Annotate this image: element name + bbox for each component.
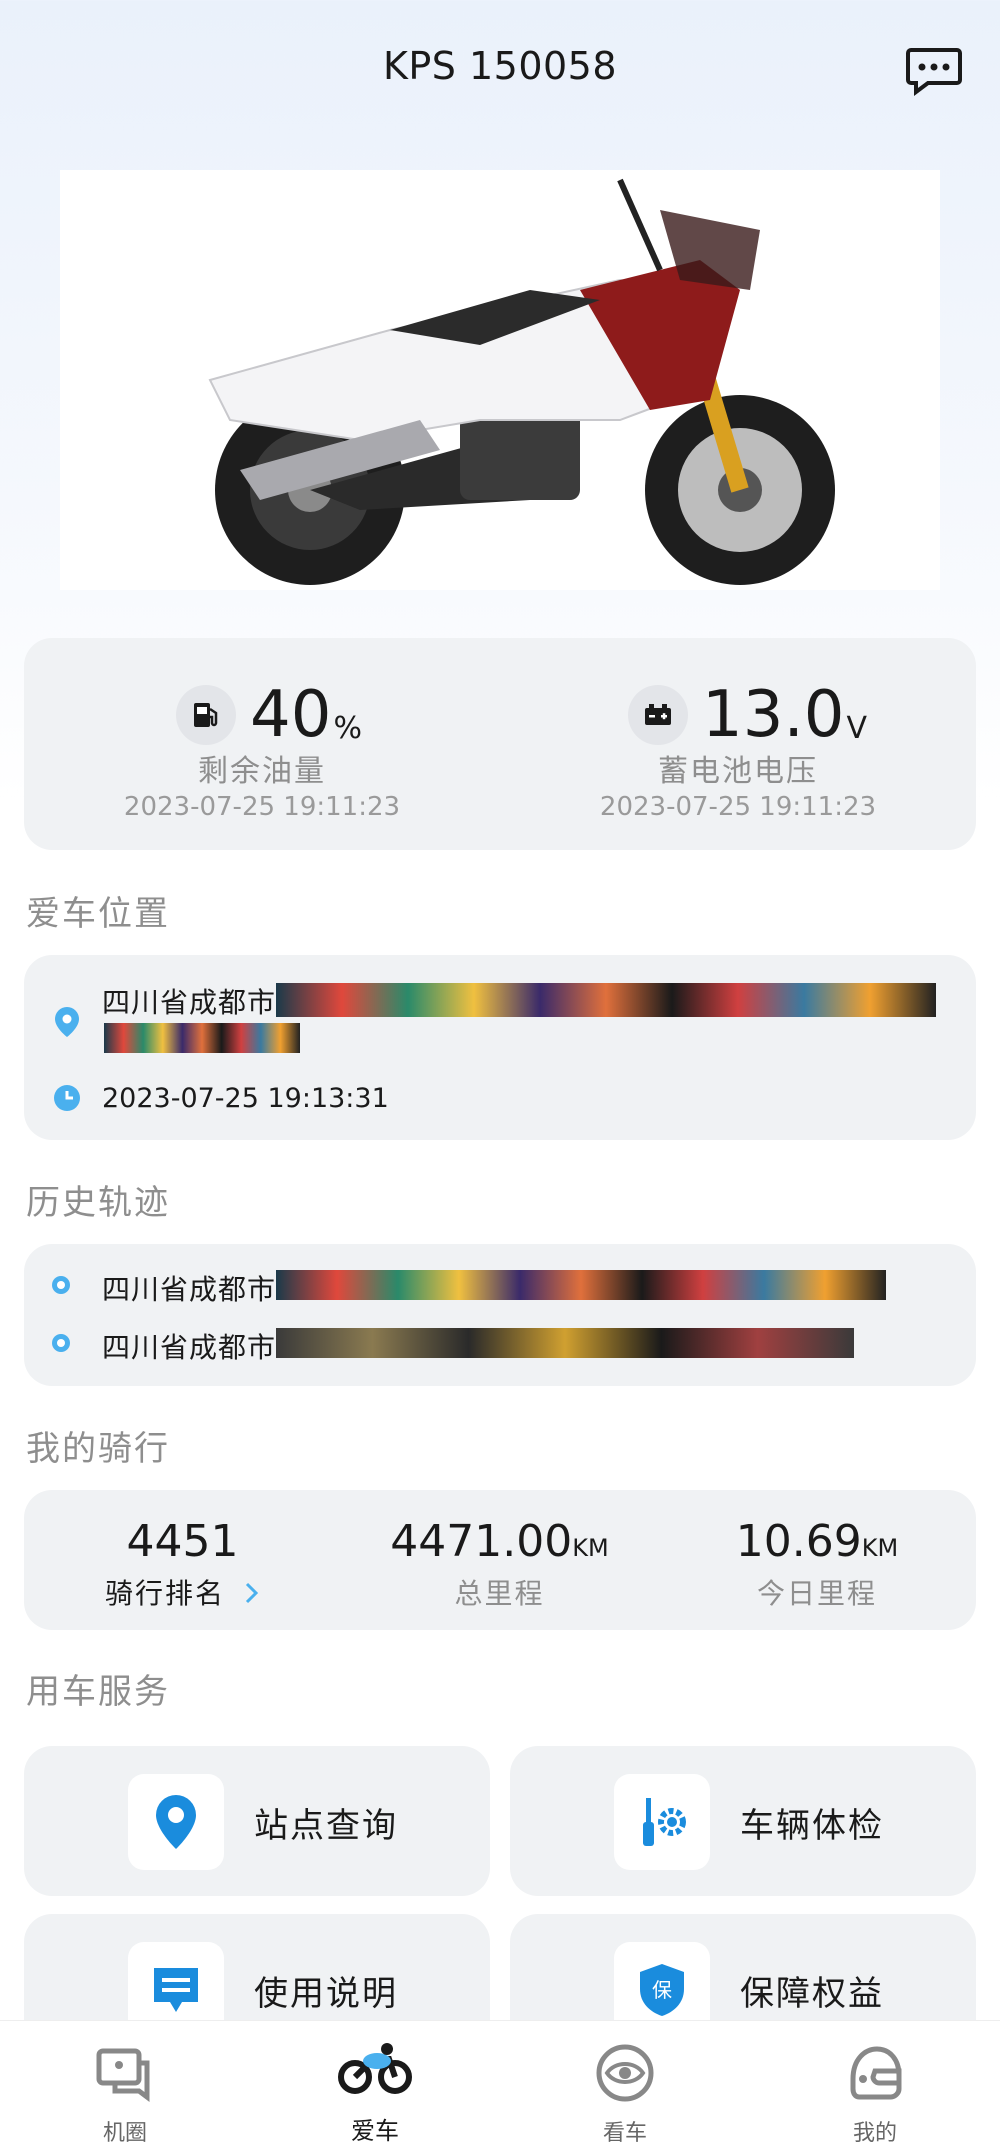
location-address: 四川省成都市 — [102, 986, 277, 1019]
fuel-pump-icon — [176, 685, 236, 745]
ride-rank-link[interactable]: 骑行排名 — [24, 1572, 341, 1612]
service-station-search[interactable]: 站点查询 — [24, 1746, 490, 1896]
today-distance-unit: KM — [861, 1534, 899, 1562]
fuel-label: 剩余油量 — [198, 754, 326, 789]
history-item-address[interactable]: 四川省成都市 — [102, 1331, 277, 1364]
tab-my-car[interactable]: 爱车 — [250, 2021, 500, 2151]
tab-label: 我的 — [852, 2121, 897, 2146]
total-distance-label: 总里程 — [454, 1577, 545, 1610]
fuel-value: 40 — [250, 678, 332, 752]
location-pin-icon — [52, 1005, 82, 1043]
chevron-right-icon — [244, 1579, 260, 1612]
service-label: 保障权益 — [740, 1974, 884, 2014]
motorcycle-icon — [335, 2037, 415, 2097]
history-item-address[interactable]: 四川省成都市 — [102, 1273, 277, 1306]
location-time: 2023-07-25 19:13:31 — [102, 1083, 389, 1114]
service-label: 车辆体检 — [740, 1806, 884, 1846]
tab-label: 爱车 — [351, 2117, 399, 2145]
battery-icon — [628, 685, 688, 745]
ride-rank-label: 骑行排名 — [105, 1577, 226, 1610]
chat-square-icon — [95, 2043, 155, 2103]
fuel-time: 2023-07-25 19:11:23 — [123, 792, 401, 822]
services-section-title: 用车服务 — [26, 1672, 170, 1712]
vehicle-status-card: 40 % 剩余油量 2023-07-25 19:11:23 13.0 V 蓄电池… — [24, 638, 976, 850]
tab-circle[interactable]: 机圈 — [0, 2021, 250, 2151]
today-distance-value: 10.69 — [735, 1516, 862, 1567]
fuel-unit: % — [333, 710, 362, 746]
vehicle-check-icon — [614, 1774, 710, 1870]
top-bar: KPS 150058 — [0, 0, 1000, 140]
riding-section-title: 我的骑行 — [26, 1429, 170, 1469]
today-distance-label: 今日里程 — [756, 1577, 877, 1610]
location-section-title: 爱车位置 — [26, 894, 170, 934]
page-title: KPS 150058 — [382, 44, 618, 88]
redacted-address — [276, 1328, 854, 1358]
service-vehicle-check[interactable]: 车辆体检 — [510, 1746, 976, 1896]
motorcycle-image — [60, 170, 940, 590]
battery-value: 13.0 — [702, 678, 845, 752]
tab-profile[interactable]: 我的 — [750, 2021, 1000, 2151]
tab-label: 看车 — [602, 2121, 647, 2146]
map-pin-icon — [128, 1774, 224, 1870]
service-label: 站点查询 — [254, 1806, 398, 1846]
history-section-title: 历史轨迹 — [26, 1183, 170, 1223]
battery-stat: 13.0 V — [628, 678, 867, 752]
battery-unit: V — [846, 710, 868, 746]
battery-time: 2023-07-25 19:11:23 — [599, 792, 877, 822]
today-distance: 10.69KM — [658, 1516, 976, 1567]
dot-icon — [50, 1332, 72, 1358]
message-dots-icon[interactable] — [906, 46, 962, 96]
helmet-icon — [845, 2043, 905, 2103]
redacted-address — [276, 983, 936, 1017]
dot-icon — [50, 1274, 72, 1300]
bottom-tab-bar: 机圈 爱车 看车 — [0, 2020, 1000, 2151]
clock-icon — [52, 1083, 82, 1117]
total-distance-unit: KM — [572, 1534, 609, 1562]
tab-browse-cars[interactable]: 看车 — [500, 2021, 750, 2151]
riding-card: 4451 骑行排名 4471.00KM 总里程 10.69KM 今日里程 — [24, 1490, 976, 1630]
battery-label: 蓄电池电压 — [658, 754, 818, 789]
total-distance: 4471.00KM — [341, 1516, 658, 1567]
fuel-stat: 40 % — [176, 678, 362, 752]
ride-rank-value: 4451 — [126, 1516, 239, 1567]
location-card[interactable]: 四川省成都市 2023-07-25 19:13:31 — [24, 955, 976, 1140]
service-label: 使用说明 — [254, 1974, 398, 2014]
history-card[interactable]: 四川省成都市 四川省成都市 — [24, 1244, 976, 1386]
redacted-address — [276, 1270, 886, 1300]
eye-icon — [595, 2043, 655, 2103]
redacted-address — [104, 1023, 300, 1053]
svg-text:保: 保 — [652, 1978, 672, 2002]
total-distance-value: 4471.00 — [390, 1516, 573, 1567]
tab-label: 机圈 — [102, 2121, 147, 2146]
